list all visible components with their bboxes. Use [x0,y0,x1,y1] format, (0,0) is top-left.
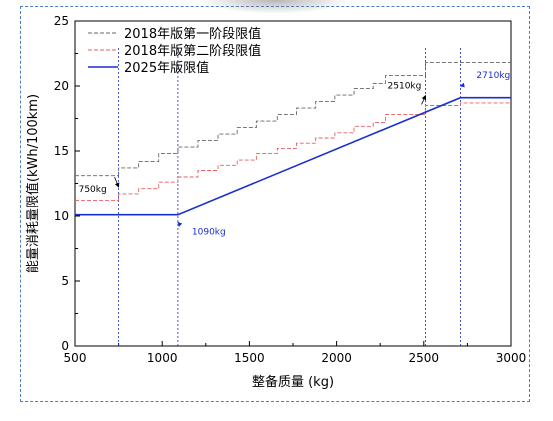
y-tick-label: 20 [54,79,69,93]
y-tick-label: 10 [54,209,69,223]
x-tick-label: 500 [64,351,87,365]
annotation-2510kg: 2510kg [388,81,422,91]
legend-label-2: 2018年版第二阶段限值 [124,43,261,59]
x-tick-label: 3000 [496,351,527,365]
x-tick-label: 2500 [409,351,440,365]
x-axis-title: 整备质量 (kg) [252,374,334,390]
series-line-1 [75,62,511,177]
x-tick-label: 2000 [321,351,352,365]
y-tick-label: 5 [61,274,69,288]
y-tick-label: 25 [54,14,69,28]
annotation-1090kg: 1090kg [192,228,226,238]
annotation-750kg: 750kg [79,185,107,195]
annotation-arrow-2510kg [421,94,427,105]
top-shadow [200,0,350,14]
x-tick-label: 1000 [147,351,178,365]
series-line-2 [75,102,511,201]
legend-label-1: 2018年版第一阶段限值 [124,26,261,42]
y-tick-label: 0 [61,339,69,353]
annotation-arrow-2710kg [459,82,465,88]
y-axis-title: 能量消耗量限值(kWh/100km) [25,94,41,273]
legend-label-3: 2025年版限值 [124,60,209,76]
series-line-3 [75,96,511,216]
annotation-arrow-750kg [114,176,120,188]
annotation-arrow-1090kg [177,221,183,227]
x-tick-label: 1500 [234,351,265,365]
y-tick-label: 15 [54,144,69,158]
annotation-2710kg: 2710kg [476,71,510,81]
